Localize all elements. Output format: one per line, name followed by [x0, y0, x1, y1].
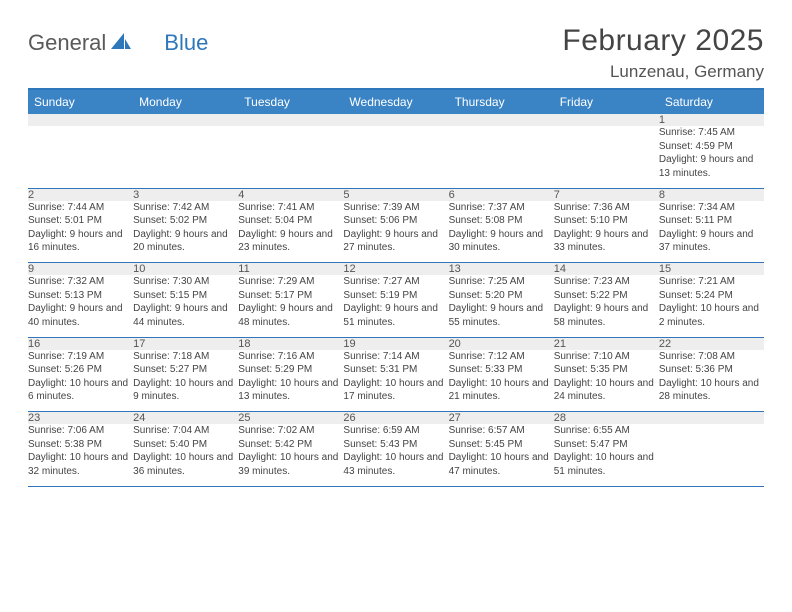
day-detail-cell	[659, 424, 764, 486]
day-number-cell: 28	[554, 412, 659, 425]
day-detail-cell: Sunrise: 7:12 AMSunset: 5:33 PMDaylight:…	[449, 350, 554, 412]
day-number-cell	[343, 114, 448, 126]
day-number-cell: 7	[554, 188, 659, 201]
day-number-cell: 9	[28, 263, 133, 276]
header: General Blue February 2025 Lunzenau, Ger…	[28, 24, 764, 82]
detail-row: Sunrise: 7:06 AMSunset: 5:38 PMDaylight:…	[28, 424, 764, 486]
day-number-cell: 10	[133, 263, 238, 276]
day-detail-cell	[28, 126, 133, 188]
day-number-cell: 15	[659, 263, 764, 276]
day-detail-cell: Sunrise: 7:08 AMSunset: 5:36 PMDaylight:…	[659, 350, 764, 412]
logo-text-blue: Blue	[164, 30, 208, 56]
day-header: Thursday	[449, 90, 554, 114]
calendar-body: 1 Sunrise: 7:45 AMSunset: 4:59 PMDayligh…	[28, 114, 764, 486]
day-number-cell: 19	[343, 337, 448, 350]
day-detail-cell	[449, 126, 554, 188]
day-number-cell: 27	[449, 412, 554, 425]
day-number-cell: 13	[449, 263, 554, 276]
title-block: February 2025 Lunzenau, Germany	[562, 24, 764, 82]
day-number-cell: 20	[449, 337, 554, 350]
day-detail-cell: Sunrise: 7:18 AMSunset: 5:27 PMDaylight:…	[133, 350, 238, 412]
day-detail-cell: Sunrise: 7:34 AMSunset: 5:11 PMDaylight:…	[659, 201, 764, 263]
day-detail-cell	[133, 126, 238, 188]
day-header-row: Sunday Monday Tuesday Wednesday Thursday…	[28, 90, 764, 114]
day-detail-cell: Sunrise: 7:39 AMSunset: 5:06 PMDaylight:…	[343, 201, 448, 263]
day-detail-cell: Sunrise: 7:37 AMSunset: 5:08 PMDaylight:…	[449, 201, 554, 263]
day-number-cell: 21	[554, 337, 659, 350]
day-header: Tuesday	[238, 90, 343, 114]
day-detail-cell: Sunrise: 7:14 AMSunset: 5:31 PMDaylight:…	[343, 350, 448, 412]
day-detail-cell: Sunrise: 7:19 AMSunset: 5:26 PMDaylight:…	[28, 350, 133, 412]
day-detail-cell: Sunrise: 6:59 AMSunset: 5:43 PMDaylight:…	[343, 424, 448, 486]
day-detail-cell: Sunrise: 7:36 AMSunset: 5:10 PMDaylight:…	[554, 201, 659, 263]
day-number-cell: 12	[343, 263, 448, 276]
day-number-cell: 18	[238, 337, 343, 350]
day-number-cell: 5	[343, 188, 448, 201]
day-number-cell: 17	[133, 337, 238, 350]
day-number-cell: 4	[238, 188, 343, 201]
day-detail-cell: Sunrise: 7:16 AMSunset: 5:29 PMDaylight:…	[238, 350, 343, 412]
logo-text-general: General	[28, 30, 106, 56]
day-detail-cell: Sunrise: 7:30 AMSunset: 5:15 PMDaylight:…	[133, 275, 238, 337]
day-detail-cell: Sunrise: 7:25 AMSunset: 5:20 PMDaylight:…	[449, 275, 554, 337]
day-detail-cell: Sunrise: 7:23 AMSunset: 5:22 PMDaylight:…	[554, 275, 659, 337]
day-number-cell: 22	[659, 337, 764, 350]
day-detail-cell: Sunrise: 7:10 AMSunset: 5:35 PMDaylight:…	[554, 350, 659, 412]
day-detail-cell: Sunrise: 7:45 AMSunset: 4:59 PMDaylight:…	[659, 126, 764, 188]
day-detail-cell: Sunrise: 7:44 AMSunset: 5:01 PMDaylight:…	[28, 201, 133, 263]
location: Lunzenau, Germany	[562, 62, 764, 82]
day-detail-cell: Sunrise: 7:06 AMSunset: 5:38 PMDaylight:…	[28, 424, 133, 486]
day-detail-cell: Sunrise: 7:27 AMSunset: 5:19 PMDaylight:…	[343, 275, 448, 337]
month-title: February 2025	[562, 24, 764, 58]
day-detail-cell: Sunrise: 7:29 AMSunset: 5:17 PMDaylight:…	[238, 275, 343, 337]
day-number-cell	[554, 114, 659, 126]
calendar-table: Sunday Monday Tuesday Wednesday Thursday…	[28, 90, 764, 487]
day-number-cell: 2	[28, 188, 133, 201]
day-number-cell	[659, 412, 764, 425]
day-number-cell	[133, 114, 238, 126]
day-detail-cell	[343, 126, 448, 188]
day-number-cell: 16	[28, 337, 133, 350]
detail-row: Sunrise: 7:44 AMSunset: 5:01 PMDaylight:…	[28, 201, 764, 263]
day-header: Friday	[554, 90, 659, 114]
day-number-cell: 6	[449, 188, 554, 201]
day-number-cell	[238, 114, 343, 126]
day-number-cell	[28, 114, 133, 126]
daynum-row: 2345678	[28, 188, 764, 201]
day-header: Monday	[133, 90, 238, 114]
day-detail-cell: Sunrise: 7:42 AMSunset: 5:02 PMDaylight:…	[133, 201, 238, 263]
detail-row: Sunrise: 7:19 AMSunset: 5:26 PMDaylight:…	[28, 350, 764, 412]
day-detail-cell	[554, 126, 659, 188]
day-number-cell: 25	[238, 412, 343, 425]
day-number-cell: 14	[554, 263, 659, 276]
day-header: Wednesday	[343, 90, 448, 114]
logo-sail-icon	[110, 32, 132, 55]
day-detail-cell: Sunrise: 6:57 AMSunset: 5:45 PMDaylight:…	[449, 424, 554, 486]
day-number-cell: 11	[238, 263, 343, 276]
detail-row: Sunrise: 7:32 AMSunset: 5:13 PMDaylight:…	[28, 275, 764, 337]
day-number-cell: 23	[28, 412, 133, 425]
day-detail-cell	[238, 126, 343, 188]
day-number-cell: 26	[343, 412, 448, 425]
day-number-cell	[449, 114, 554, 126]
day-detail-cell: Sunrise: 7:04 AMSunset: 5:40 PMDaylight:…	[133, 424, 238, 486]
day-number-cell: 24	[133, 412, 238, 425]
day-number-cell: 8	[659, 188, 764, 201]
day-detail-cell: Sunrise: 6:55 AMSunset: 5:47 PMDaylight:…	[554, 424, 659, 486]
day-detail-cell: Sunrise: 7:02 AMSunset: 5:42 PMDaylight:…	[238, 424, 343, 486]
detail-row: Sunrise: 7:45 AMSunset: 4:59 PMDaylight:…	[28, 126, 764, 188]
daynum-row: 1	[28, 114, 764, 126]
daynum-row: 232425262728	[28, 412, 764, 425]
daynum-row: 16171819202122	[28, 337, 764, 350]
day-header: Sunday	[28, 90, 133, 114]
daynum-row: 9101112131415	[28, 263, 764, 276]
day-detail-cell: Sunrise: 7:32 AMSunset: 5:13 PMDaylight:…	[28, 275, 133, 337]
day-number-cell: 3	[133, 188, 238, 201]
day-number-cell: 1	[659, 114, 764, 126]
day-detail-cell: Sunrise: 7:41 AMSunset: 5:04 PMDaylight:…	[238, 201, 343, 263]
day-detail-cell: Sunrise: 7:21 AMSunset: 5:24 PMDaylight:…	[659, 275, 764, 337]
logo: General Blue	[28, 24, 208, 56]
day-header: Saturday	[659, 90, 764, 114]
calendar-page: General Blue February 2025 Lunzenau, Ger…	[0, 0, 792, 507]
